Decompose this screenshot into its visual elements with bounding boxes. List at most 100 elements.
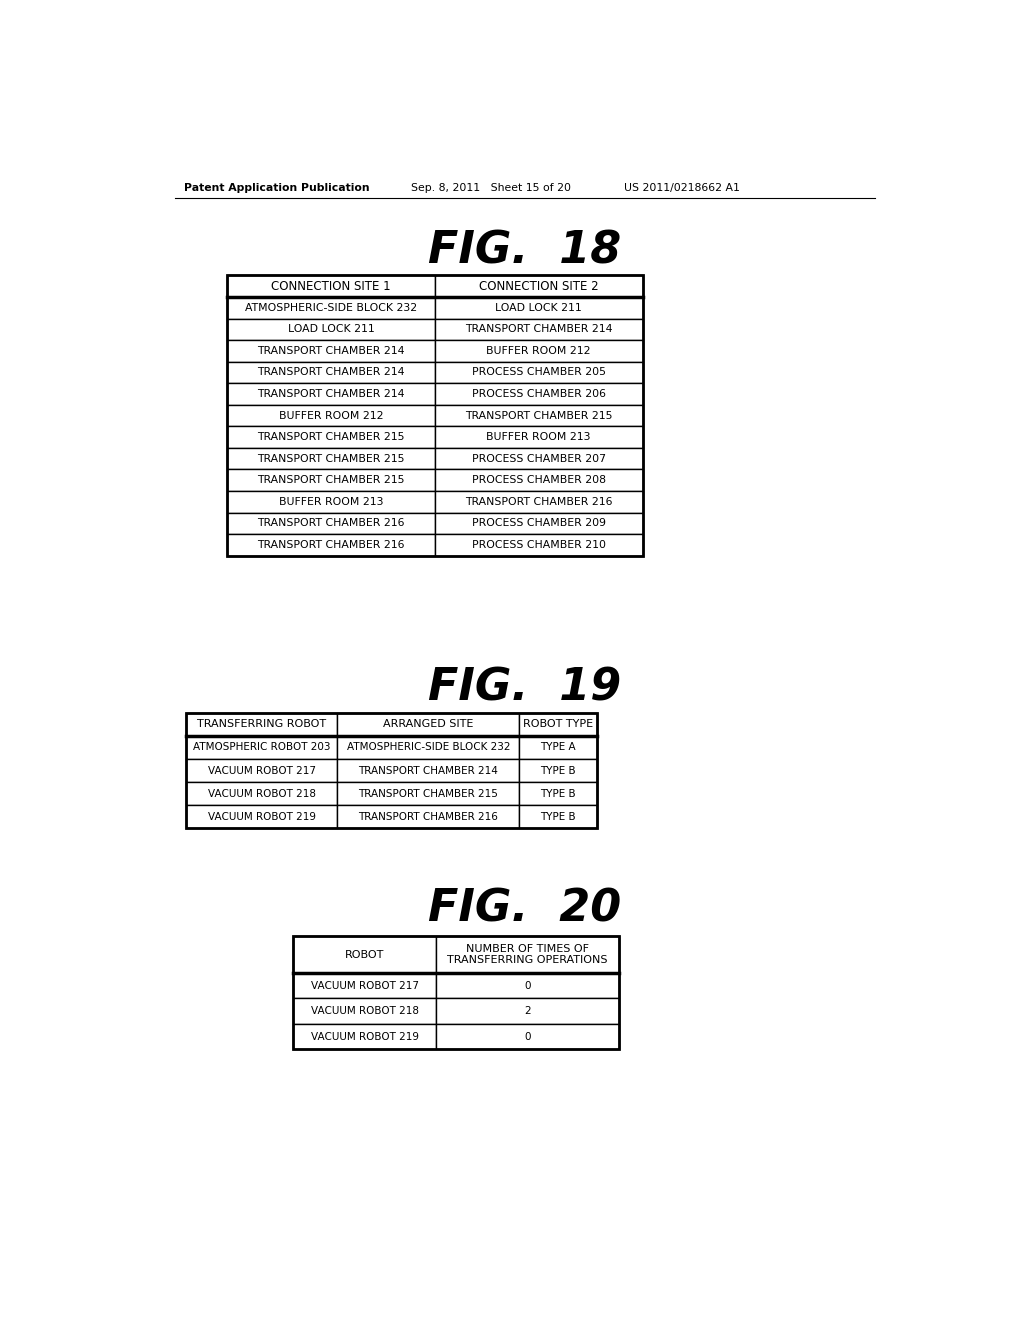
Text: 0: 0 (524, 981, 530, 991)
Text: TRANSPORT CHAMBER 214: TRANSPORT CHAMBER 214 (257, 367, 404, 378)
Bar (227, 470, 435, 491)
Text: VACUUM ROBOT 219: VACUUM ROBOT 219 (310, 1032, 419, 1041)
Text: ARRANGED SITE: ARRANGED SITE (383, 719, 473, 730)
Bar (227, 362, 435, 383)
Text: TRANSPORT CHAMBER 215: TRANSPORT CHAMBER 215 (257, 432, 404, 442)
Bar (186, 759, 337, 781)
Text: BUFFER ROOM 213: BUFFER ROOM 213 (279, 496, 383, 507)
Bar (227, 426, 435, 447)
Bar (227, 512, 435, 535)
Bar (519, 713, 597, 737)
Bar (435, 491, 643, 512)
Bar (337, 805, 519, 829)
Bar (435, 362, 643, 383)
Bar (435, 512, 643, 535)
Text: ROBOT: ROBOT (345, 949, 384, 960)
Text: BUFFER ROOM 212: BUFFER ROOM 212 (486, 346, 591, 356)
Text: TRANSPORT CHAMBER 216: TRANSPORT CHAMBER 216 (257, 519, 404, 528)
Text: VACUUM ROBOT 218: VACUUM ROBOT 218 (310, 1006, 419, 1016)
Bar (436, 973, 618, 998)
Text: VACUUM ROBOT 217: VACUUM ROBOT 217 (208, 766, 315, 776)
Text: 2: 2 (524, 1006, 530, 1016)
Bar (293, 1024, 436, 1049)
Bar (435, 383, 643, 405)
Text: LOAD LOCK 211: LOAD LOCK 211 (496, 302, 582, 313)
Bar (435, 297, 643, 318)
Bar (227, 491, 435, 512)
Text: TRANSPORT CHAMBER 215: TRANSPORT CHAMBER 215 (257, 475, 404, 486)
Bar (519, 781, 597, 805)
Text: BUFFER ROOM 213: BUFFER ROOM 213 (486, 432, 591, 442)
Text: TYPE B: TYPE B (541, 812, 575, 822)
Text: TRANSPORT CHAMBER 214: TRANSPORT CHAMBER 214 (358, 766, 499, 776)
Text: Sep. 8, 2011   Sheet 15 of 20: Sep. 8, 2011 Sheet 15 of 20 (411, 182, 570, 193)
Text: CONNECTION SITE 1: CONNECTION SITE 1 (271, 280, 391, 293)
Text: TRANSPORT CHAMBER 216: TRANSPORT CHAMBER 216 (465, 496, 612, 507)
Text: ROBOT TYPE: ROBOT TYPE (523, 719, 593, 730)
Text: VACUUM ROBOT 219: VACUUM ROBOT 219 (208, 812, 315, 822)
Bar (227, 318, 435, 341)
Text: FIG.  20: FIG. 20 (428, 887, 622, 931)
Text: TYPE B: TYPE B (541, 788, 575, 799)
Text: 0: 0 (524, 1032, 530, 1041)
Text: TRANSPORT CHAMBER 215: TRANSPORT CHAMBER 215 (257, 454, 404, 463)
Bar (435, 426, 643, 447)
Bar (293, 998, 436, 1024)
Bar (435, 447, 643, 470)
Bar (435, 535, 643, 556)
Text: PROCESS CHAMBER 209: PROCESS CHAMBER 209 (472, 519, 606, 528)
Bar (186, 713, 337, 737)
Bar (519, 805, 597, 829)
Bar (227, 276, 643, 556)
Bar (519, 759, 597, 781)
Text: PROCESS CHAMBER 210: PROCESS CHAMBER 210 (472, 540, 606, 550)
Bar (337, 759, 519, 781)
Text: ATMOSPHERIC-SIDE BLOCK 232: ATMOSPHERIC-SIDE BLOCK 232 (245, 302, 417, 313)
Text: TYPE A: TYPE A (541, 742, 575, 752)
Bar (436, 998, 618, 1024)
Bar (227, 383, 435, 405)
Text: PROCESS CHAMBER 208: PROCESS CHAMBER 208 (472, 475, 606, 486)
Bar (337, 737, 519, 759)
Text: TRANSPORT CHAMBER 214: TRANSPORT CHAMBER 214 (257, 389, 404, 399)
Bar (227, 535, 435, 556)
Bar (293, 936, 618, 1049)
Text: US 2011/0218662 A1: US 2011/0218662 A1 (624, 182, 740, 193)
Bar (186, 805, 337, 829)
Text: VACUUM ROBOT 217: VACUUM ROBOT 217 (310, 981, 419, 991)
Text: FIG.  18: FIG. 18 (428, 230, 622, 272)
Text: NUMBER OF TIMES OF
TRANSFERRING OPERATIONS: NUMBER OF TIMES OF TRANSFERRING OPERATIO… (447, 944, 608, 965)
Bar (337, 781, 519, 805)
Text: PROCESS CHAMBER 205: PROCESS CHAMBER 205 (472, 367, 606, 378)
Text: ATMOSPHERIC-SIDE BLOCK 232: ATMOSPHERIC-SIDE BLOCK 232 (346, 742, 510, 752)
Text: LOAD LOCK 211: LOAD LOCK 211 (288, 325, 375, 334)
Text: PROCESS CHAMBER 206: PROCESS CHAMBER 206 (472, 389, 606, 399)
Text: TRANSPORT CHAMBER 214: TRANSPORT CHAMBER 214 (257, 346, 404, 356)
Text: PROCESS CHAMBER 207: PROCESS CHAMBER 207 (472, 454, 606, 463)
Text: TRANSPORT CHAMBER 216: TRANSPORT CHAMBER 216 (257, 540, 404, 550)
Text: FIG.  19: FIG. 19 (428, 667, 622, 710)
Bar (227, 297, 435, 318)
Text: ATMOSPHERIC ROBOT 203: ATMOSPHERIC ROBOT 203 (193, 742, 331, 752)
Bar (519, 737, 597, 759)
Bar (337, 713, 519, 737)
Bar (435, 341, 643, 362)
Text: TRANSPORT CHAMBER 215: TRANSPORT CHAMBER 215 (465, 411, 612, 421)
Bar (435, 276, 643, 297)
Text: BUFFER ROOM 212: BUFFER ROOM 212 (279, 411, 383, 421)
Bar (227, 341, 435, 362)
Text: TYPE B: TYPE B (541, 766, 575, 776)
Text: TRANSPORT CHAMBER 215: TRANSPORT CHAMBER 215 (358, 788, 499, 799)
Bar (293, 936, 436, 973)
Text: VACUUM ROBOT 218: VACUUM ROBOT 218 (208, 788, 315, 799)
Bar (435, 405, 643, 426)
Text: CONNECTION SITE 2: CONNECTION SITE 2 (479, 280, 599, 293)
Text: TRANSFERRING ROBOT: TRANSFERRING ROBOT (198, 719, 327, 730)
Bar (227, 447, 435, 470)
Bar (436, 1024, 618, 1049)
Bar (186, 713, 597, 829)
Text: Patent Application Publication: Patent Application Publication (183, 182, 370, 193)
Bar (435, 318, 643, 341)
Bar (227, 276, 435, 297)
Bar (227, 405, 435, 426)
